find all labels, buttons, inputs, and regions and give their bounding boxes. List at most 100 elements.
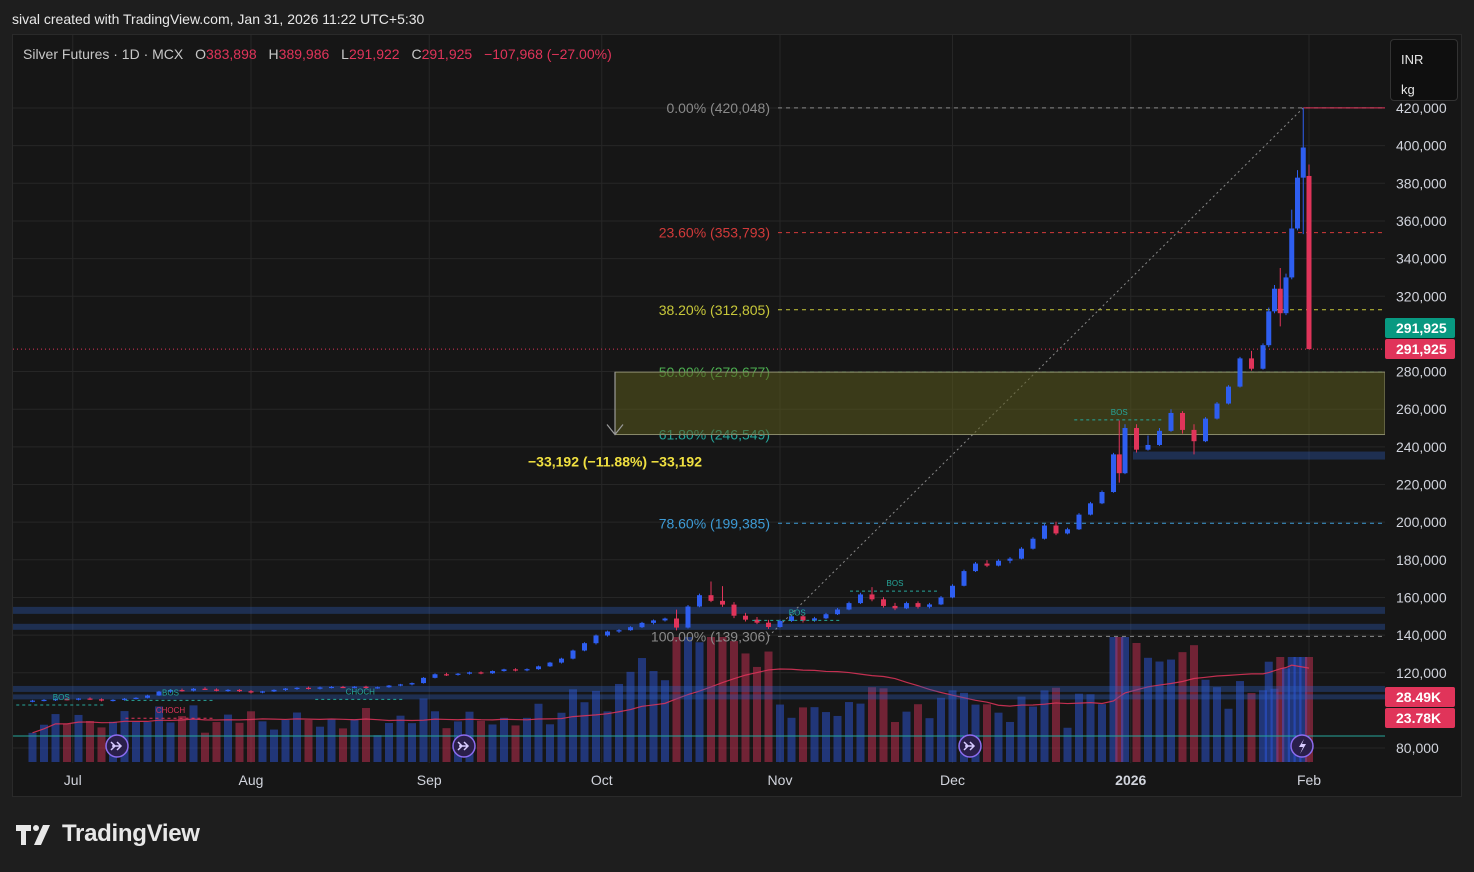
volume-bar — [189, 705, 198, 762]
volume-bar — [327, 719, 336, 762]
volume-bar — [408, 723, 416, 762]
price-tick-label: 400,000 — [1396, 138, 1447, 154]
candle-body — [1180, 412, 1185, 430]
candle-body — [1272, 288, 1277, 312]
candle-body — [1145, 444, 1151, 450]
order-block-zone — [13, 623, 1385, 630]
tradingview-logo[interactable]: TradingView — [16, 820, 200, 848]
volume-bar — [1293, 657, 1302, 762]
volume-bar — [603, 711, 612, 762]
volume-bar — [718, 637, 727, 762]
candle-body — [363, 686, 369, 688]
volume-bar — [511, 725, 520, 762]
lightning-marker-icon[interactable] — [1290, 734, 1314, 758]
volume-bar — [592, 690, 600, 762]
volume-bar — [235, 722, 244, 762]
volume-bar — [546, 724, 554, 762]
currency-unit-selector[interactable]: INR kg — [1390, 39, 1458, 101]
time-tick-label: Dec — [940, 772, 965, 788]
arrow-glyph — [110, 741, 123, 751]
volume-bar — [914, 704, 922, 762]
candle-body — [674, 618, 679, 628]
volume-bar — [1264, 661, 1273, 762]
candle-body — [651, 620, 656, 623]
candle-body — [754, 619, 760, 623]
unit-label: kg — [1401, 82, 1415, 97]
volume-bar — [396, 715, 405, 762]
volume-bar — [281, 719, 290, 762]
volume-bar — [1201, 679, 1210, 762]
candle-body — [1300, 147, 1306, 178]
candle-body — [409, 683, 415, 685]
low-key: L — [341, 46, 349, 62]
candle-body — [777, 620, 783, 628]
structure-label: BOS — [887, 579, 904, 588]
volume-bar — [1040, 690, 1049, 762]
volume-bar — [1109, 637, 1118, 762]
volume-bar — [63, 723, 71, 762]
volume-bar — [477, 720, 485, 762]
volume-bar — [810, 707, 819, 762]
candle-body — [283, 688, 288, 690]
volume-bar — [350, 719, 359, 762]
volume-bar — [419, 698, 428, 762]
time-tick-label: 2026 — [1115, 772, 1146, 788]
volume-bar — [339, 728, 347, 762]
volume-bar — [684, 637, 692, 762]
candle-body — [984, 563, 990, 566]
candle-body — [168, 690, 173, 692]
candle-body — [455, 673, 461, 675]
high-key: H — [268, 46, 279, 62]
candle-body — [214, 689, 219, 691]
price-range-arrow — [606, 372, 624, 436]
volume-bar — [580, 702, 589, 762]
chart-svg[interactable]: 0.00% (420,048) 23.60% (353,793) 38.20% (3… — [13, 35, 1462, 797]
volume-bar — [753, 666, 761, 762]
volume-bar — [1052, 687, 1060, 762]
price-axis: 420,000 400,000 380,000 360,000 340,000 320,0… — [1385, 35, 1461, 796]
time-axis-bg — [13, 763, 1385, 796]
candle-body — [927, 604, 932, 607]
dividend-marker-icon[interactable] — [958, 734, 982, 758]
candlestick-series — [30, 107, 1312, 703]
arrow-glyph — [963, 741, 976, 751]
candle-body — [99, 699, 104, 701]
candle-body — [1007, 558, 1013, 561]
time-tick-label: Feb — [1297, 772, 1321, 788]
price-tick-label: 320,000 — [1396, 288, 1447, 304]
volume-bar — [948, 690, 957, 762]
price-tick-label: 280,000 — [1396, 364, 1447, 380]
structure-label: CHOCH — [156, 706, 186, 715]
price-tick-label: 140,000 — [1396, 627, 1447, 643]
candle-body — [593, 635, 599, 644]
time-tick-label: Jul — [64, 772, 82, 788]
order-block-zones — [13, 451, 1385, 700]
volume-bar — [1305, 657, 1313, 762]
volume-bar — [1287, 657, 1296, 762]
candle-body — [294, 687, 300, 690]
price-label-bg — [1385, 318, 1455, 338]
candle-body — [122, 698, 127, 700]
candle-body — [1019, 548, 1024, 559]
candle-body — [1122, 428, 1128, 474]
candle-body — [478, 672, 484, 674]
candle-body — [685, 606, 691, 628]
fib-level-label: 78.60% (199,385) — [659, 515, 770, 531]
volume-bar — [937, 697, 945, 762]
candle-body — [398, 684, 403, 686]
dividend-marker-icon[interactable] — [105, 734, 129, 758]
candle-body — [1237, 358, 1243, 387]
time-tick-label: Oct — [591, 772, 613, 788]
candle-body — [1214, 403, 1220, 419]
structure-label: BOS — [162, 688, 179, 697]
volume-bar — [822, 712, 830, 762]
volume-bar — [902, 711, 911, 762]
dividend-marker-icon[interactable] — [452, 734, 476, 758]
volume-bar — [258, 721, 267, 762]
volume-bar — [1276, 657, 1285, 762]
price-tick-label: 420,000 — [1396, 100, 1447, 116]
close-key: C — [411, 46, 422, 62]
chart-panel[interactable]: 0.00% (420,048) 23.60% (353,793) 38.20% (3… — [12, 34, 1462, 797]
candle-body — [64, 699, 70, 701]
volume-bar — [1299, 657, 1308, 762]
